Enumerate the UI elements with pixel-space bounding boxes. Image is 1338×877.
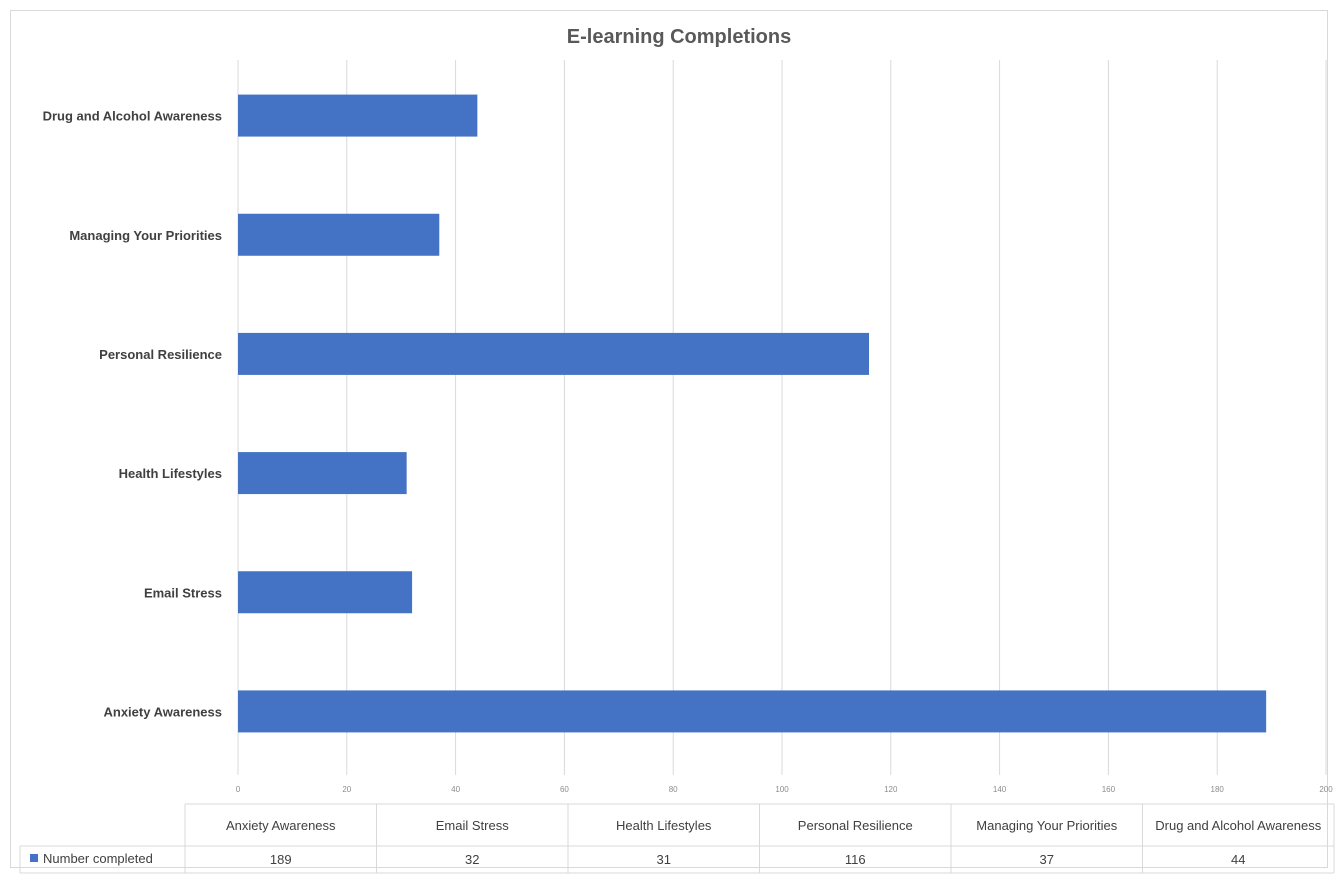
table-header-cell: Drug and Alcohol Awareness <box>1155 818 1321 833</box>
x-tick-label: 200 <box>1319 785 1333 794</box>
chart-frame <box>10 10 1328 868</box>
x-tick-label: 0 <box>236 785 241 794</box>
legend-swatch <box>30 854 38 862</box>
category-label: Health Lifestyles <box>119 466 222 481</box>
x-tick-label: 100 <box>775 785 789 794</box>
grid-lines <box>237 60 1327 775</box>
bar <box>238 213 440 256</box>
bar <box>238 571 413 614</box>
category-label: Managing Your Priorities <box>69 228 222 243</box>
table-header-cell: Managing Your Priorities <box>976 818 1117 833</box>
bar <box>238 452 407 495</box>
category-label: Email Stress <box>144 585 222 600</box>
chart-title: E-learning Completions <box>567 26 791 48</box>
table-value-cell: 31 <box>657 852 671 867</box>
table-header-cell: Email Stress <box>436 818 509 833</box>
bar <box>238 332 870 375</box>
category-label: Drug and Alcohol Awareness <box>43 109 222 124</box>
x-tick-label: 80 <box>669 785 678 794</box>
table-value-cell: 189 <box>270 852 292 867</box>
table-header-cell: Health Lifestyles <box>616 818 712 833</box>
legend-label: Number completed <box>43 851 153 866</box>
x-tick-labels: 0 20 40 60 80 100 120 140 160 180 200 <box>236 785 1333 794</box>
table-header-cell: Anxiety Awareness <box>226 818 336 833</box>
x-tick-label: 60 <box>560 785 569 794</box>
table-header-cell: Personal Resilience <box>798 818 913 833</box>
x-tick-label: 20 <box>342 785 351 794</box>
bars <box>238 94 1267 733</box>
bar <box>238 690 1267 733</box>
category-label: Anxiety Awareness <box>103 704 222 719</box>
x-tick-label: 180 <box>1211 785 1225 794</box>
table-value-cell: 116 <box>845 852 866 867</box>
x-tick-label: 140 <box>993 785 1007 794</box>
table-value-cell: 44 <box>1231 852 1245 867</box>
category-labels: Anxiety Awareness Email Stress Health Life… <box>43 109 222 720</box>
bar <box>238 94 478 137</box>
x-tick-label: 160 <box>1102 785 1116 794</box>
x-tick-label: 40 <box>451 785 460 794</box>
category-label: Personal Resilience <box>99 347 222 362</box>
data-table: Anxiety Awareness Email Stress Health Life… <box>19 803 1335 874</box>
table-value-cell: 37 <box>1040 852 1054 867</box>
x-tick-label: 120 <box>884 785 898 794</box>
table-value-cell: 32 <box>465 852 479 867</box>
